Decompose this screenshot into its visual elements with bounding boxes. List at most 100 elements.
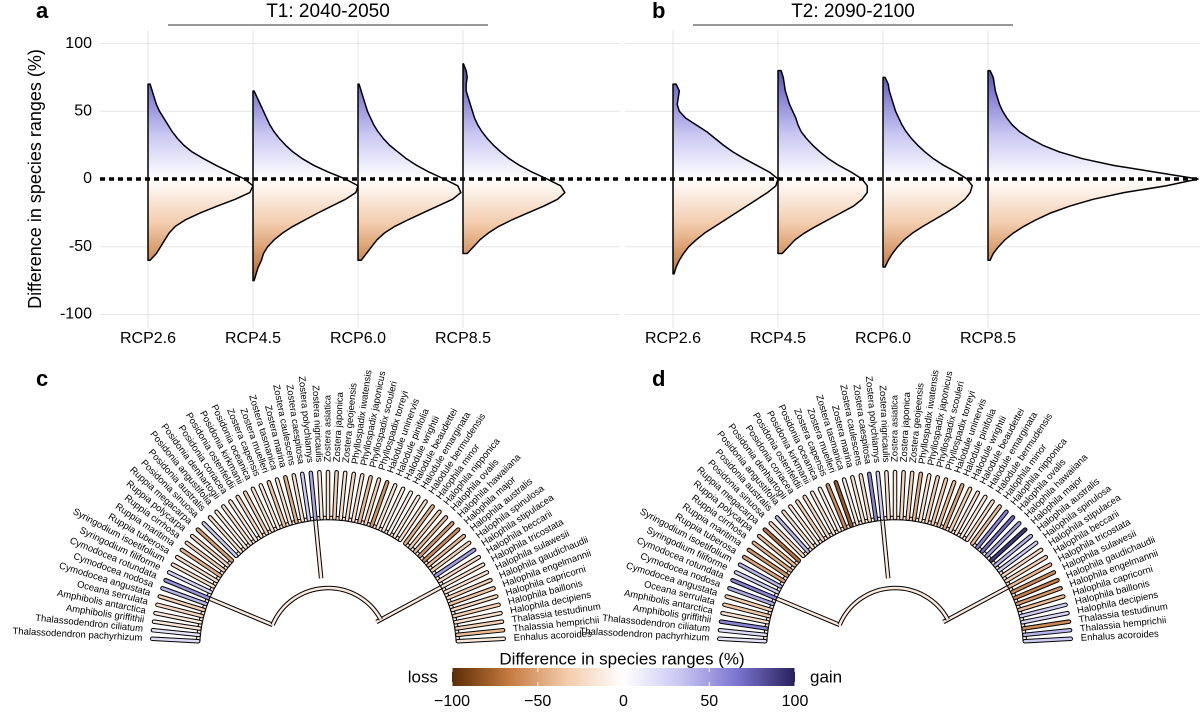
- tree-branch: [774, 596, 841, 627]
- tip-branch: [259, 484, 280, 530]
- tip-branch: [818, 487, 841, 532]
- tip-branch: [1023, 637, 1073, 643]
- density: [882, 76, 973, 268]
- species-label: Zostera asiatica: [323, 394, 334, 462]
- tip-branch: [150, 637, 200, 643]
- y-tick-label: 50: [74, 102, 92, 119]
- tip-branch: [826, 484, 847, 530]
- tip-branch: [1008, 563, 1052, 588]
- density: [357, 83, 462, 262]
- tip-branch: [382, 487, 405, 532]
- tip-branch: [398, 500, 427, 542]
- x-tick-label: RCP4.5: [225, 330, 281, 347]
- tip-branch: [900, 470, 905, 520]
- tip-branch: [738, 563, 782, 588]
- tip-branch: [309, 471, 317, 520]
- tree-branch: [881, 518, 890, 579]
- tip-branch: [719, 620, 768, 630]
- tip-branch: [454, 611, 502, 624]
- tip-branch: [906, 471, 914, 520]
- species-label: Enhalus acoroides: [513, 629, 592, 644]
- colorbar-high: gain: [810, 667, 842, 686]
- tip-branch: [752, 541, 792, 572]
- tip-branch: [427, 534, 466, 567]
- tip-branch: [976, 510, 1008, 549]
- tip-branch: [456, 628, 505, 637]
- tree-branch: [314, 518, 323, 579]
- tip-branch: [1021, 611, 1069, 624]
- tip-branch: [810, 491, 836, 535]
- density: [777, 69, 868, 255]
- tip-branch: [1005, 555, 1048, 583]
- tip-branch: [757, 534, 796, 567]
- tip-branch: [434, 548, 476, 577]
- tip-branch: [161, 587, 207, 606]
- tip-branch: [208, 516, 243, 553]
- tip-branch: [236, 495, 263, 538]
- tip-branch: [782, 510, 814, 549]
- density: [462, 63, 566, 255]
- colorbar-low: loss: [408, 667, 438, 686]
- tip-branch: [960, 495, 987, 538]
- tip-branch: [796, 500, 825, 542]
- tip-branch: [171, 563, 215, 588]
- tip-branch: [167, 571, 212, 594]
- tip-branch: [919, 474, 931, 522]
- tip-branch: [1016, 587, 1062, 606]
- tip-branch: [158, 595, 205, 612]
- tip-branch: [989, 528, 1027, 562]
- tip-branch: [452, 603, 500, 618]
- tip-branch: [449, 587, 495, 606]
- tip-branch: [387, 491, 413, 535]
- tip-branch: [300, 472, 311, 521]
- tip-branch: [980, 516, 1015, 553]
- tip-branch: [943, 484, 964, 530]
- tip-branch: [409, 510, 441, 549]
- tip-branch: [333, 470, 338, 520]
- tip-branch: [994, 534, 1033, 567]
- y-axis-label: Difference in species ranges (%): [25, 49, 45, 309]
- tip-branch: [985, 522, 1021, 558]
- tip-branch: [284, 476, 298, 524]
- density: [252, 90, 359, 282]
- panel-label: d: [652, 366, 665, 391]
- tip-branch: [931, 478, 948, 525]
- tip-branch: [275, 478, 292, 525]
- tree-branch: [375, 585, 444, 624]
- tip-branch: [1023, 628, 1072, 637]
- colorbar: [452, 668, 795, 686]
- tip-branch: [1018, 595, 1065, 612]
- tip-branch: [455, 620, 504, 630]
- species-label: Zostera japonica: [332, 391, 346, 462]
- tip-branch: [422, 528, 460, 562]
- tip-branch: [438, 555, 481, 583]
- tip-branch: [834, 480, 853, 527]
- tip-branch: [867, 472, 878, 521]
- tip-branch: [1011, 571, 1056, 594]
- x-tick-label: RCP2.6: [120, 330, 176, 347]
- tip-branch: [718, 628, 767, 637]
- tip-branch: [370, 480, 389, 527]
- species-label: Zostera nigricaulis: [310, 385, 325, 463]
- tip-branch: [444, 571, 489, 594]
- tip-branch: [196, 528, 234, 562]
- y-tick-label: 0: [83, 170, 92, 187]
- tip-branch: [747, 548, 789, 577]
- tip-branch: [151, 628, 200, 637]
- tip-branch: [949, 487, 972, 532]
- tip-branch: [725, 595, 772, 612]
- colorbar-tick-label: 50: [700, 693, 718, 710]
- tip-branch: [954, 491, 980, 535]
- species-label: Zostera asiatica: [890, 394, 901, 462]
- tip-branch: [775, 516, 810, 553]
- y-tick-label: -50: [69, 238, 92, 255]
- tip-branch: [358, 476, 372, 524]
- x-tick-label: RCP2.6: [645, 330, 701, 347]
- tip-branch: [851, 476, 865, 524]
- tip-branch: [164, 578, 210, 600]
- tree-branch: [271, 586, 382, 626]
- tip-branch: [1022, 620, 1071, 630]
- colorbar-title: Difference in species ranges (%): [499, 649, 744, 668]
- tip-branch: [769, 522, 805, 558]
- species-label: Zostera nigricaulis: [877, 385, 892, 463]
